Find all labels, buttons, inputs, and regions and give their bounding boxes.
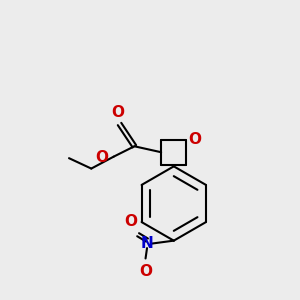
Text: O: O [112,105,124,120]
Text: O: O [139,264,152,279]
Text: O: O [95,150,108,165]
Text: N: N [141,236,153,251]
Text: O: O [188,132,201,147]
Text: O: O [124,214,137,229]
